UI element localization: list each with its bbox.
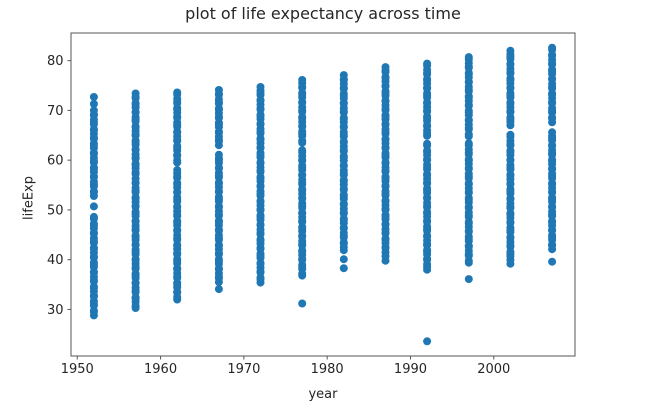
x-tick-label: 1980 [311,362,344,377]
plot-frame [70,32,576,357]
y-axis-label: lifeExp [21,176,37,220]
scatter-column-1967 [214,86,223,294]
y-tick-label: 30 [47,303,64,318]
x-tick-label: 1950 [61,362,94,377]
scatter-column-1962 [173,88,182,304]
scatter-column-1982 [339,71,348,273]
scatter-column-1972 [256,83,265,287]
x-tick-label: 1990 [394,362,427,377]
scatter-column-1957 [131,89,140,312]
scatter-column-2002 [506,46,515,268]
scatter-column-1987 [381,63,390,265]
y-tick-label: 50 [47,203,64,218]
chart-title: plot of life expectancy across time [185,4,461,23]
scatter-column-1977 [298,76,307,308]
y-tick-label: 80 [47,54,64,69]
scatter-column-1997 [464,53,473,284]
y-tick-label: 40 [47,253,64,268]
x-axis-label: year [308,387,338,402]
x-tick-label: 1970 [227,362,260,377]
scatter-column-1952 [89,93,98,320]
y-tick-label: 60 [47,154,64,169]
scatter-column-1992 [423,59,432,346]
scatter-column-2007 [548,43,557,266]
y-tick-label: 70 [47,104,64,119]
x-tick-label: 2000 [477,362,510,377]
x-tick-label: 1960 [144,362,177,377]
